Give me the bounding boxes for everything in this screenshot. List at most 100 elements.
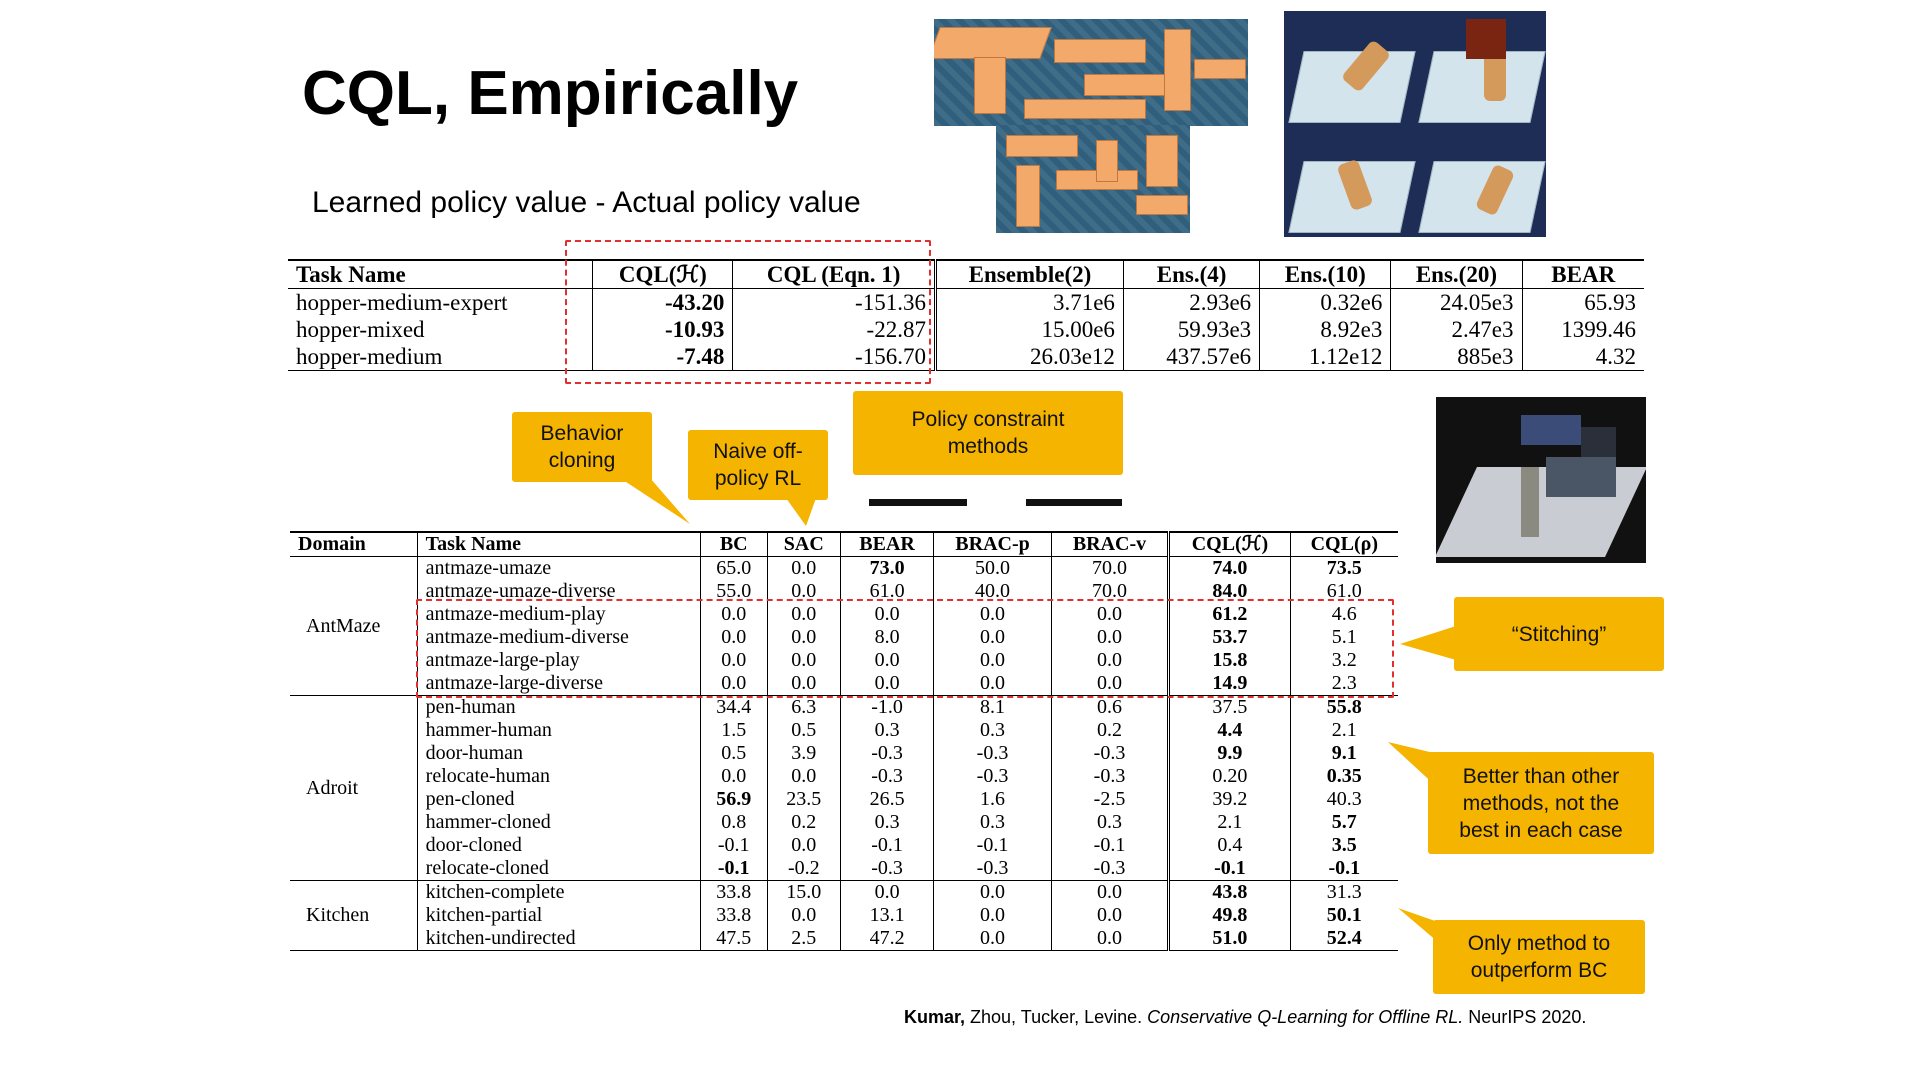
table-row: antmaze-large-play 0.0 0.0 0.0 0.0 0.0 15.8 3.2 <box>290 649 1398 672</box>
bear-value: 0.0 <box>839 603 934 626</box>
header-bear: BEAR <box>839 532 934 557</box>
bear-value: 1399.46 <box>1521 316 1644 343</box>
table-row: relocate-cloned -0.1 -0.2 -0.3 -0.3 -0.3 -0.1-… <box>290 857 1398 881</box>
brac-v-value: -0.1 <box>1050 834 1169 857</box>
callout-line: methods, not the <box>1462 791 1620 815</box>
sac-value: 0.5 <box>766 719 841 742</box>
table-row: hammer-cloned 0.8 0.2 0.3 0.3 0.3 2.1 5.7 <box>290 811 1398 834</box>
bear-column-marker <box>869 499 967 506</box>
table-row: kitchen-undirected 47.5 2.5 47.2 0.0 0.0 51.0 5… <box>290 927 1398 951</box>
brac-p-value: 0.0 <box>933 672 1052 696</box>
task-name: door-cloned <box>416 834 701 857</box>
brac-p-value: 0.0 <box>933 626 1052 649</box>
brac-p-value: -0.3 <box>933 857 1052 881</box>
cql-rho-value: 73.5 <box>1326 557 1362 579</box>
bc-value: 1.5 <box>699 719 768 742</box>
table-row: hopper-medium-expert -43.20 -151.36 3.71… <box>288 288 1644 316</box>
header-ensemble2: Ensemble(2) <box>933 260 1124 289</box>
table-row: hopper-mixed -10.93 -22.87 15.00e6 59.93… <box>288 316 1644 343</box>
cql-h-value: -43.20 <box>665 290 725 315</box>
bear-value: 47.2 <box>839 927 934 951</box>
brac-v-value: 0.0 <box>1050 603 1169 626</box>
domain-label: Adroit <box>306 776 359 799</box>
citation: Kumar, Zhou, Tucker, Levine. Conservativ… <box>904 1007 1586 1028</box>
policy-constraint-callout: Policy constraint methods <box>853 391 1123 475</box>
cql-rho-value: 52.4 <box>1326 927 1362 949</box>
cql-h-value: 61.2 <box>1212 603 1248 625</box>
brac-p-value: -0.3 <box>933 765 1052 788</box>
brac-p-value: 0.0 <box>933 880 1052 904</box>
bear-value: 0.3 <box>839 719 934 742</box>
cql-h-cell: 4.4 <box>1167 719 1291 742</box>
header-cql-h: CQL(ℋ) <box>592 260 733 289</box>
bear-value: 4.32 <box>1521 343 1644 371</box>
domain-label: Kitchen <box>306 904 370 926</box>
task-name: hopper-medium <box>296 344 443 369</box>
cql-h-value: 37.5 <box>1167 695 1291 719</box>
citation-authors: Zhou, Tucker, Levine. <box>965 1007 1148 1027</box>
brac-p-value: 0.3 <box>933 719 1052 742</box>
bear-cell: 73.0 <box>839 556 934 580</box>
stitching-callout: “Stitching” <box>1454 597 1664 671</box>
cql-rho-cell: 52.4 <box>1289 927 1398 951</box>
cql-rho-value: 3.2 <box>1289 649 1398 672</box>
brac-v-value: -2.5 <box>1050 788 1169 811</box>
brac-p-value: 0.0 <box>933 603 1052 626</box>
callout-line: Only method to <box>1467 932 1611 955</box>
table-row: relocate-human 0.0 0.0 -0.3 -0.3 -0.3 0.20 0.35 <box>290 765 1398 788</box>
bear-value: -0.3 <box>839 857 934 881</box>
task-name: pen-human <box>416 695 701 719</box>
sac-value: 6.3 <box>766 695 841 719</box>
callout-line: best in each case <box>1459 818 1623 842</box>
better-than-arrow <box>1388 742 1438 788</box>
cql-rho-cell: -0.1 <box>1289 857 1398 881</box>
sac-value: 3.9 <box>766 742 841 765</box>
sac-value: 0.0 <box>766 580 841 603</box>
kitchen-image <box>1436 397 1646 563</box>
cql-h-cell: 84.0 <box>1167 580 1291 603</box>
cql-h-value: 9.9 <box>1217 742 1243 764</box>
sac-value: 0.0 <box>766 672 841 696</box>
callout-line: Better than other <box>1462 764 1620 788</box>
cql-h-cell: 14.9 <box>1167 672 1291 696</box>
naive-offpolicy-arrow <box>786 498 816 526</box>
task-name: hammer-cloned <box>416 811 701 834</box>
cql-h-value: -10.93 <box>665 317 725 342</box>
ens20-value: 885e3 <box>1390 343 1522 371</box>
cql-h-value: 51.0 <box>1212 927 1248 949</box>
brac-p-value: 0.0 <box>933 904 1052 927</box>
sac-value: 23.5 <box>766 788 841 811</box>
brac-v-value: 0.2 <box>1050 719 1169 742</box>
brac-v-value: -0.3 <box>1050 742 1169 765</box>
bc-value: 0.0 <box>699 649 768 672</box>
ens4-value: 437.57e6 <box>1122 343 1260 371</box>
sac-value: 0.0 <box>766 626 841 649</box>
ens4-value: 59.93e3 <box>1122 316 1260 343</box>
cql-rho-value: -0.1 <box>1328 857 1361 879</box>
cql-h-cell: 15.8 <box>1167 649 1291 672</box>
cql-eqn1-value: -151.36 <box>732 288 936 316</box>
citation-first-author: Kumar, <box>904 1007 966 1027</box>
cql-h-value: 0.4 <box>1167 834 1291 857</box>
cql-rho-cell: 50.1 <box>1289 904 1398 927</box>
cql-rho-value: 55.8 <box>1326 696 1362 718</box>
ens10-value: 8.92e3 <box>1259 316 1391 343</box>
bc-value: 0.0 <box>699 765 768 788</box>
antmaze-image-top <box>934 19 1248 126</box>
header-sac: SAC <box>766 532 841 557</box>
header-bc: BC <box>699 532 768 557</box>
cql-h-cell: 9.9 <box>1167 742 1291 765</box>
table-row: AntMaze antmaze-umaze 65.0 0.0 73.0 50.0 70.0 7… <box>290 556 1398 637</box>
cql-h-cell: 49.8 <box>1167 904 1291 927</box>
task-name: antmaze-umaze <box>416 556 701 580</box>
cql-eqn1-value: -22.87 <box>732 316 936 343</box>
sac-value: 0.0 <box>766 904 841 927</box>
bc-value: 55.0 <box>699 580 768 603</box>
brac-p-value: -0.3 <box>933 742 1052 765</box>
cql-rho-cell: 3.5 <box>1289 834 1398 857</box>
brac-v-value: 70.0 <box>1050 580 1169 603</box>
header-brac-p: BRAC-p <box>933 532 1052 557</box>
cql-h-value: 49.8 <box>1212 904 1248 926</box>
bc-value: 0.0 <box>699 672 768 696</box>
task-name: hopper-mixed <box>296 317 425 342</box>
